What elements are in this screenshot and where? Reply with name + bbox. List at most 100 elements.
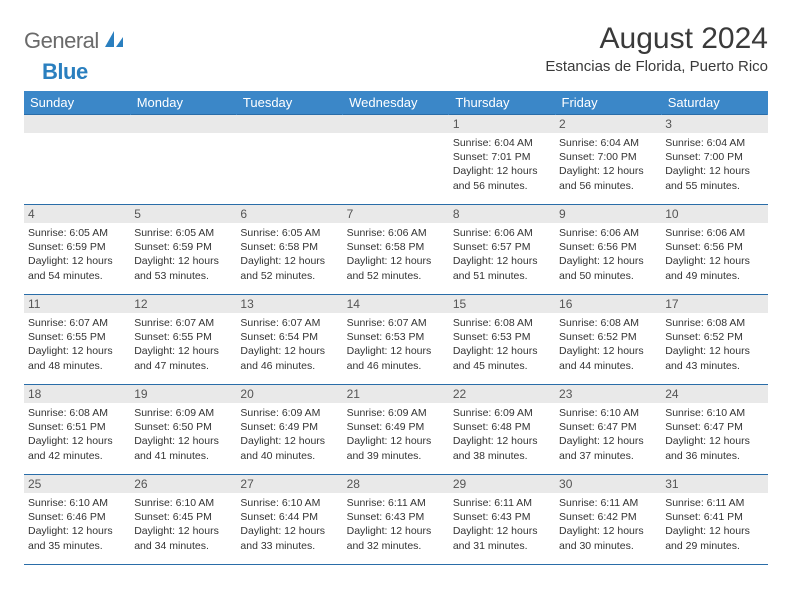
day-number: 29 [449, 475, 555, 493]
day-body: Sunrise: 6:07 AMSunset: 6:55 PMDaylight:… [130, 313, 236, 377]
sunset-line: Sunset: 6:55 PM [134, 330, 232, 344]
logo-blue-wrap: Blue [24, 59, 768, 85]
day-number: 5 [130, 205, 236, 223]
daylight-line: Daylight: 12 hours and 56 minutes. [559, 164, 657, 192]
calendar-cell: 20Sunrise: 6:09 AMSunset: 6:49 PMDayligh… [236, 385, 342, 475]
day-body: Sunrise: 6:11 AMSunset: 6:43 PMDaylight:… [449, 493, 555, 557]
day-body: Sunrise: 6:04 AMSunset: 7:00 PMDaylight:… [661, 133, 767, 197]
day-number: 16 [555, 295, 661, 313]
sunrise-line: Sunrise: 6:11 AM [559, 496, 657, 510]
sunset-line: Sunset: 6:44 PM [240, 510, 338, 524]
logo-sail-icon [103, 29, 125, 54]
day-number: 23 [555, 385, 661, 403]
daylight-line: Daylight: 12 hours and 33 minutes. [240, 524, 338, 552]
daylight-line: Daylight: 12 hours and 43 minutes. [665, 344, 763, 372]
calendar-table: Sunday Monday Tuesday Wednesday Thursday… [24, 91, 768, 565]
daylight-line: Daylight: 12 hours and 50 minutes. [559, 254, 657, 282]
calendar-row: 11Sunrise: 6:07 AMSunset: 6:55 PMDayligh… [24, 295, 768, 385]
sunset-line: Sunset: 6:47 PM [559, 420, 657, 434]
sunset-line: Sunset: 6:47 PM [665, 420, 763, 434]
day-number: 28 [343, 475, 449, 493]
daylight-line: Daylight: 12 hours and 55 minutes. [665, 164, 763, 192]
calendar-cell: 2Sunrise: 6:04 AMSunset: 7:00 PMDaylight… [555, 115, 661, 205]
calendar-cell: 9Sunrise: 6:06 AMSunset: 6:56 PMDaylight… [555, 205, 661, 295]
day-number: 24 [661, 385, 767, 403]
sunrise-line: Sunrise: 6:07 AM [347, 316, 445, 330]
sunset-line: Sunset: 6:49 PM [347, 420, 445, 434]
calendar-cell: 10Sunrise: 6:06 AMSunset: 6:56 PMDayligh… [661, 205, 767, 295]
sunset-line: Sunset: 6:43 PM [347, 510, 445, 524]
sunset-line: Sunset: 6:53 PM [347, 330, 445, 344]
day-body: Sunrise: 6:04 AMSunset: 7:00 PMDaylight:… [555, 133, 661, 197]
calendar-cell: 29Sunrise: 6:11 AMSunset: 6:43 PMDayligh… [449, 475, 555, 565]
day-number: 19 [130, 385, 236, 403]
logo-text-blue: Blue [42, 59, 88, 84]
sunrise-line: Sunrise: 6:04 AM [559, 136, 657, 150]
sunrise-line: Sunrise: 6:10 AM [559, 406, 657, 420]
day-number: 21 [343, 385, 449, 403]
day-number: 10 [661, 205, 767, 223]
sunrise-line: Sunrise: 6:05 AM [28, 226, 126, 240]
day-number: 17 [661, 295, 767, 313]
calendar-row: 25Sunrise: 6:10 AMSunset: 6:46 PMDayligh… [24, 475, 768, 565]
day-body: Sunrise: 6:06 AMSunset: 6:56 PMDaylight:… [661, 223, 767, 287]
daylight-line: Daylight: 12 hours and 54 minutes. [28, 254, 126, 282]
sunset-line: Sunset: 7:00 PM [665, 150, 763, 164]
daylight-line: Daylight: 12 hours and 49 minutes. [665, 254, 763, 282]
day-body: Sunrise: 6:11 AMSunset: 6:43 PMDaylight:… [343, 493, 449, 557]
day-number: 6 [236, 205, 342, 223]
calendar-cell: 25Sunrise: 6:10 AMSunset: 6:46 PMDayligh… [24, 475, 130, 565]
sunrise-line: Sunrise: 6:06 AM [453, 226, 551, 240]
day-number: 22 [449, 385, 555, 403]
calendar-cell: 21Sunrise: 6:09 AMSunset: 6:49 PMDayligh… [343, 385, 449, 475]
sunrise-line: Sunrise: 6:07 AM [28, 316, 126, 330]
calendar-cell [24, 115, 130, 205]
day-body: Sunrise: 6:11 AMSunset: 6:42 PMDaylight:… [555, 493, 661, 557]
calendar-cell: 7Sunrise: 6:06 AMSunset: 6:58 PMDaylight… [343, 205, 449, 295]
day-number-empty [236, 115, 342, 133]
sunrise-line: Sunrise: 6:06 AM [559, 226, 657, 240]
daylight-line: Daylight: 12 hours and 31 minutes. [453, 524, 551, 552]
daylight-line: Daylight: 12 hours and 46 minutes. [240, 344, 338, 372]
calendar-cell: 31Sunrise: 6:11 AMSunset: 6:41 PMDayligh… [661, 475, 767, 565]
daylight-line: Daylight: 12 hours and 34 minutes. [134, 524, 232, 552]
calendar-cell: 28Sunrise: 6:11 AMSunset: 6:43 PMDayligh… [343, 475, 449, 565]
sunset-line: Sunset: 6:45 PM [134, 510, 232, 524]
daylight-line: Daylight: 12 hours and 32 minutes. [347, 524, 445, 552]
day-body: Sunrise: 6:10 AMSunset: 6:45 PMDaylight:… [130, 493, 236, 557]
day-number: 15 [449, 295, 555, 313]
daylight-line: Daylight: 12 hours and 44 minutes. [559, 344, 657, 372]
logo-text-general: General [24, 28, 99, 54]
weekday-header: Saturday [661, 91, 767, 115]
sunrise-line: Sunrise: 6:10 AM [134, 496, 232, 510]
sunrise-line: Sunrise: 6:10 AM [665, 406, 763, 420]
sunrise-line: Sunrise: 6:08 AM [28, 406, 126, 420]
day-number: 30 [555, 475, 661, 493]
sunset-line: Sunset: 6:43 PM [453, 510, 551, 524]
sunrise-line: Sunrise: 6:05 AM [134, 226, 232, 240]
day-number: 3 [661, 115, 767, 133]
sunset-line: Sunset: 6:54 PM [240, 330, 338, 344]
day-number: 2 [555, 115, 661, 133]
day-number: 1 [449, 115, 555, 133]
sunset-line: Sunset: 6:48 PM [453, 420, 551, 434]
sunrise-line: Sunrise: 6:09 AM [347, 406, 445, 420]
sunrise-line: Sunrise: 6:08 AM [665, 316, 763, 330]
daylight-line: Daylight: 12 hours and 36 minutes. [665, 434, 763, 462]
calendar-cell: 1Sunrise: 6:04 AMSunset: 7:01 PMDaylight… [449, 115, 555, 205]
calendar-row: 4Sunrise: 6:05 AMSunset: 6:59 PMDaylight… [24, 205, 768, 295]
calendar-cell: 5Sunrise: 6:05 AMSunset: 6:59 PMDaylight… [130, 205, 236, 295]
daylight-line: Daylight: 12 hours and 37 minutes. [559, 434, 657, 462]
calendar-cell [236, 115, 342, 205]
day-number: 7 [343, 205, 449, 223]
day-body: Sunrise: 6:06 AMSunset: 6:56 PMDaylight:… [555, 223, 661, 287]
calendar-cell: 3Sunrise: 6:04 AMSunset: 7:00 PMDaylight… [661, 115, 767, 205]
day-number-empty [24, 115, 130, 133]
day-body: Sunrise: 6:06 AMSunset: 6:57 PMDaylight:… [449, 223, 555, 287]
day-number-empty [130, 115, 236, 133]
calendar-cell: 14Sunrise: 6:07 AMSunset: 6:53 PMDayligh… [343, 295, 449, 385]
day-body: Sunrise: 6:09 AMSunset: 6:49 PMDaylight:… [343, 403, 449, 467]
sunset-line: Sunset: 7:01 PM [453, 150, 551, 164]
day-body: Sunrise: 6:07 AMSunset: 6:53 PMDaylight:… [343, 313, 449, 377]
month-title: August 2024 [545, 22, 768, 56]
